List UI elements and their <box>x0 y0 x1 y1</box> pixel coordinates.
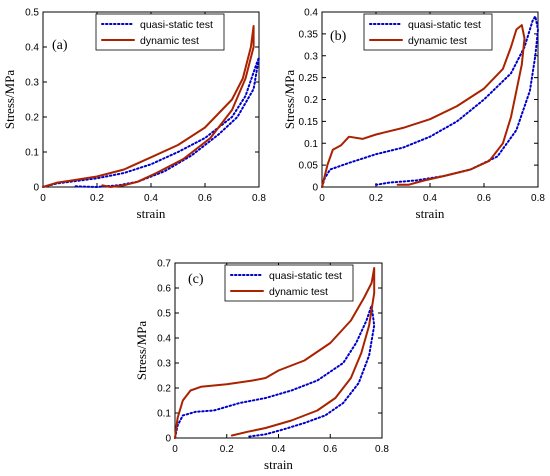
x-tick-label: 0.6 <box>477 193 491 204</box>
legend-entry-label: quasi-static test <box>408 19 481 31</box>
y-tick-label: 0.05 <box>299 161 319 172</box>
legend-box <box>363 13 493 51</box>
legend-entry-label: quasi-static test <box>269 270 342 282</box>
panel-tag: (a) <box>52 38 68 53</box>
legend: quasi-static test dynamic test <box>363 13 493 51</box>
panel-tag: (b) <box>330 29 347 44</box>
y-tick-label: 0.2 <box>25 113 39 124</box>
x-tick-label: 0 <box>172 444 178 455</box>
y-tick-label: 0.4 <box>304 8 318 19</box>
x-tick-label: 0.6 <box>198 193 212 204</box>
y-tick-label: 0.4 <box>157 334 171 345</box>
legend: quasi-static test dynamic test <box>224 264 354 302</box>
y-axis-label: Stress/MPa <box>134 321 149 380</box>
series-line-dynamic <box>42 25 255 188</box>
series-line-quasi-static <box>174 304 376 439</box>
y-tick-label: 0.4 <box>25 43 39 54</box>
y-tick-label: 0.1 <box>304 139 318 150</box>
y-tick-label: 0.3 <box>25 78 39 89</box>
x-tick-label: 0.8 <box>375 444 389 455</box>
x-tick-label: 0.4 <box>423 193 437 204</box>
y-tick-label: 0.25 <box>299 73 319 84</box>
x-axis-label: strain <box>264 457 293 472</box>
y-tick-label: 0.2 <box>157 384 171 395</box>
series-line-dynamic <box>321 24 526 188</box>
legend-entry-label: dynamic test <box>140 35 199 47</box>
legend-entry-label: dynamic test <box>269 286 328 298</box>
x-tick-label: 0.8 <box>252 193 266 204</box>
y-tick-label: 0.2 <box>304 95 318 106</box>
legend-entry-label: dynamic test <box>408 35 467 47</box>
series-line-dynamic <box>174 267 376 439</box>
y-tick-label: 0.35 <box>299 29 319 40</box>
legend-box <box>224 264 354 302</box>
x-tick-label: 0 <box>40 193 46 204</box>
y-axis-label: Stress/MPa <box>282 70 297 129</box>
y-tick-label: 0.3 <box>157 359 171 370</box>
series-line-quasi-static <box>321 15 539 188</box>
y-tick-label: 0.1 <box>157 409 171 420</box>
x-tick-label: 0.4 <box>272 444 286 455</box>
y-axis-label: Stress/MPa <box>2 70 17 129</box>
x-tick-label: 0.2 <box>90 193 104 204</box>
x-tick-label: 0.2 <box>220 444 234 455</box>
y-tick-label: 0 <box>312 183 318 194</box>
x-tick-label: 0.8 <box>531 193 545 204</box>
y-tick-label: 0.15 <box>299 117 319 128</box>
legend-box <box>95 13 225 51</box>
y-tick-label: 0.5 <box>157 309 171 320</box>
x-axis-label: strain <box>137 206 166 221</box>
y-tick-label: 0.1 <box>25 148 39 159</box>
chart-panel-3: 0 0.2 0.4 0.6 0.8 0 0.1 0.2 0.3 0.4 0.5 0.6 0.7 strai… <box>134 259 389 473</box>
chart-panel-2: 0 0.2 0.4 0.6 0.8 0 0.05 0.1 0.15 0.2 0.25 0.3 0.35 0… <box>282 8 545 222</box>
x-tick-label: 0 <box>319 193 325 204</box>
panel-tag: (c) <box>188 272 204 287</box>
y-tick-label: 0.6 <box>157 284 171 295</box>
x-tick-label: 0.4 <box>144 193 158 204</box>
y-tick-label: 0.7 <box>157 259 171 270</box>
legend: quasi-static test dynamic test <box>95 13 225 51</box>
y-tick-label: 0 <box>33 183 39 194</box>
y-tick-label: 0 <box>165 434 171 445</box>
x-axis-label: strain <box>416 206 445 221</box>
x-tick-label: 0.2 <box>369 193 383 204</box>
legend-entry-label: quasi-static test <box>140 19 213 31</box>
y-tick-label: 0.5 <box>25 8 39 19</box>
y-tick-label: 0.3 <box>304 51 318 62</box>
chart-panel-1: 0 0.2 0.4 0.6 0.8 0 0.1 0.2 0.3 0.4 0.5 strain Stres… <box>2 8 266 222</box>
x-tick-label: 0.6 <box>323 444 337 455</box>
